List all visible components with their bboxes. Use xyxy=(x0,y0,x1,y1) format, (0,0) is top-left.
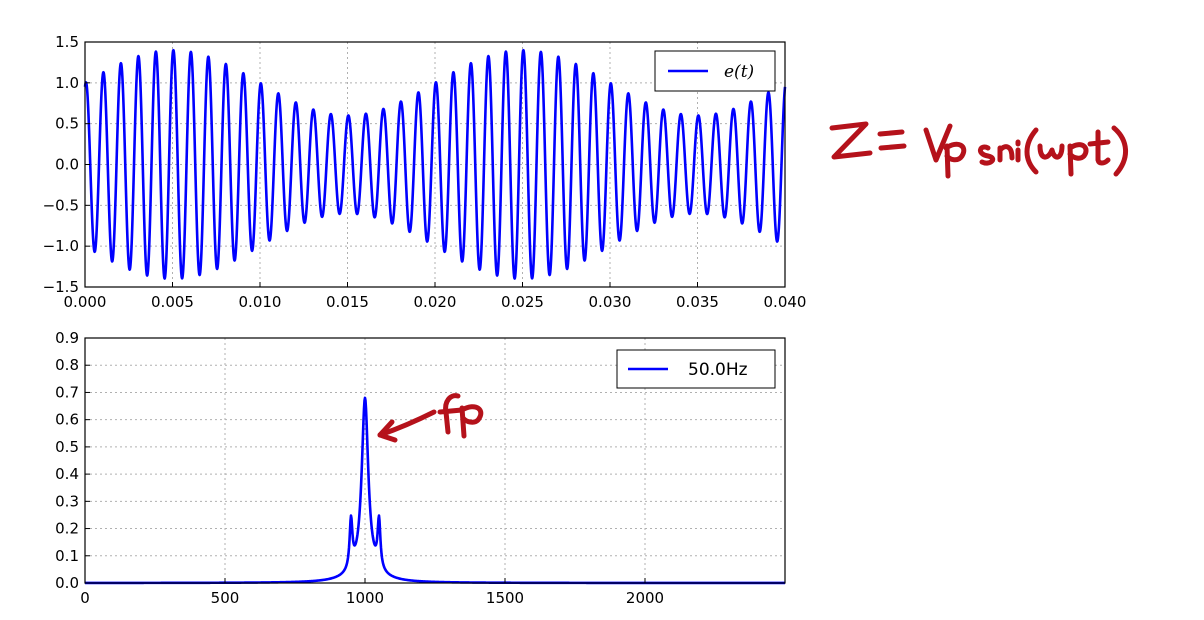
time-y-tick-label: 1.0 xyxy=(55,74,79,92)
time-y-tick-label: 1.5 xyxy=(55,33,79,51)
time-y-tick-label: 0.5 xyxy=(55,115,79,133)
time-legend-label: e(t) xyxy=(724,62,754,82)
spectrum-y-tick-label: 0.3 xyxy=(55,492,79,510)
time-x-tick-label: 0.015 xyxy=(326,293,369,311)
spectrum-x-tick-label: 0 xyxy=(80,589,90,607)
time-y-tick-label: −1.0 xyxy=(43,237,79,255)
time-x-tick-label: 0.040 xyxy=(764,293,807,311)
spectrum-line xyxy=(84,396,786,585)
spectrum-y-tick-label: 0.4 xyxy=(55,465,79,483)
time-x-tick-label: 0.000 xyxy=(64,293,107,311)
spectrum-y-tick-label: 0.5 xyxy=(55,438,79,456)
spectrum-plot-frame xyxy=(84,337,786,584)
spectrum-y-tick-label: 0.0 xyxy=(55,574,79,592)
spectrum-plot: 0 500 1000 1500 2000 0.00.10.20.30.40.50.60.… xyxy=(55,329,786,607)
spectrum-y-tick-label: 0.2 xyxy=(55,520,79,538)
time-x-tick-label: 0.020 xyxy=(414,293,457,311)
time-x-tick-label: 0.025 xyxy=(501,293,544,311)
spectrum-y-tick-label: 0.1 xyxy=(55,547,79,565)
time-x-ticks: 0.000 0.005 0.010 0.015 0.020 0.025 0.030 0.035… xyxy=(64,282,807,311)
signal-e-t-line xyxy=(83,48,787,280)
spectrum-y-ticks: 0.0 0.1 0.2 0.3 0.4 0.5 0.6 0.7 0.8 0.9 xyxy=(55,329,90,592)
spectrum-y-tick-label: 0.6 xyxy=(55,411,79,429)
time-x-tick-label: 0.030 xyxy=(589,293,632,311)
spectrum-x-tick-label: 1000 xyxy=(346,589,384,607)
spectrum-x-ticks: 0 500 1000 1500 2000 xyxy=(80,578,664,607)
spectrum-x-tick-label: 500 xyxy=(211,589,240,607)
spectrum-legend-label: 50.0Hz xyxy=(688,360,748,380)
handwritten-formula xyxy=(829,121,1128,179)
time-y-ticks: −1.5 −1.0 −0.5 0.0 0.5 1.0 1.5 xyxy=(43,33,90,296)
time-x-tick-label: 0.010 xyxy=(239,293,282,311)
time-x-tick-label: 0.035 xyxy=(676,293,719,311)
handwritten-fp-label xyxy=(377,393,484,443)
time-y-tick-label: −0.5 xyxy=(43,196,79,214)
spectrum-x-tick-label: 1500 xyxy=(486,589,524,607)
spectrum-x-tick-label: 2000 xyxy=(626,589,664,607)
spectrum-legend: 50.0Hz xyxy=(616,349,776,389)
time-domain-plot: 0.000 0.005 0.010 0.015 0.020 0.025 0.030 0.035… xyxy=(43,33,807,311)
time-y-tick-label: 0.0 xyxy=(55,156,79,174)
time-legend: e(t) xyxy=(654,50,776,92)
spectrum-y-tick-label: 0.8 xyxy=(55,356,79,374)
spectrum-y-tick-label: 0.9 xyxy=(55,329,79,347)
time-x-tick-label: 0.005 xyxy=(151,293,194,311)
time-y-tick-label: −1.5 xyxy=(43,278,79,296)
spectrum-y-tick-label: 0.7 xyxy=(55,383,79,401)
